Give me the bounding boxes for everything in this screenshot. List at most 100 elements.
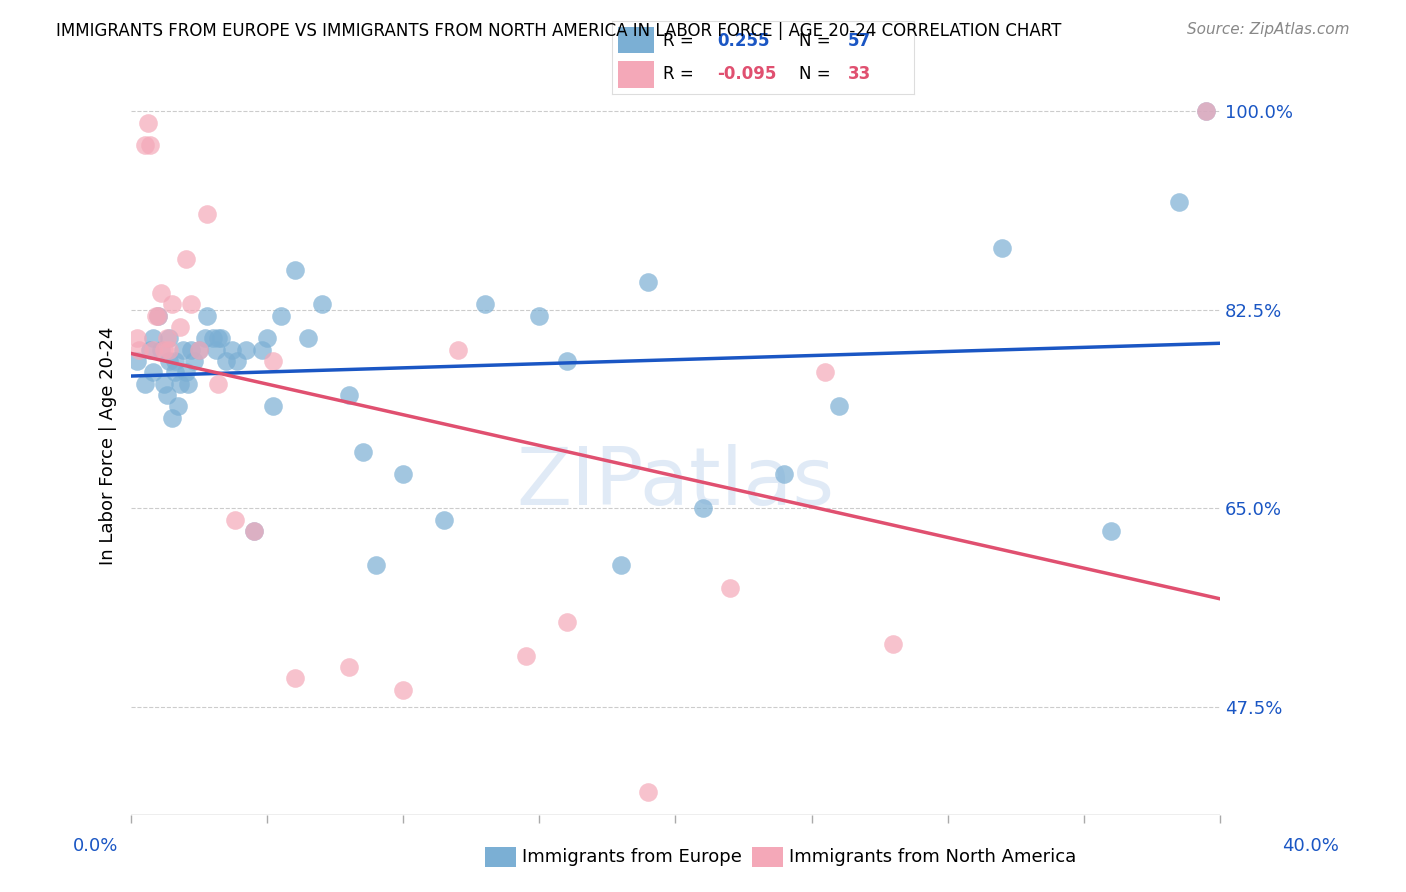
Point bbox=[882, 637, 904, 651]
Point bbox=[174, 252, 197, 266]
Point bbox=[145, 309, 167, 323]
Text: Immigrants from Europe: Immigrants from Europe bbox=[522, 848, 741, 866]
Point bbox=[555, 615, 578, 629]
Point bbox=[142, 331, 165, 345]
Point bbox=[337, 388, 360, 402]
Point bbox=[153, 376, 176, 391]
Point bbox=[160, 297, 183, 311]
Text: Immigrants from North America: Immigrants from North America bbox=[789, 848, 1076, 866]
Point bbox=[250, 343, 273, 357]
Point bbox=[156, 388, 179, 402]
Text: R =: R = bbox=[664, 64, 699, 83]
Point bbox=[197, 206, 219, 220]
Point bbox=[136, 116, 159, 130]
Text: 0.255: 0.255 bbox=[717, 31, 770, 50]
Point bbox=[134, 376, 156, 391]
Point bbox=[166, 400, 188, 414]
Point bbox=[242, 524, 264, 538]
Point bbox=[134, 138, 156, 153]
Point bbox=[297, 331, 319, 345]
Point bbox=[201, 331, 224, 345]
Text: 40.0%: 40.0% bbox=[1282, 837, 1339, 855]
Point bbox=[157, 354, 180, 368]
Point bbox=[637, 785, 659, 799]
Point bbox=[207, 331, 229, 345]
Point bbox=[311, 297, 333, 311]
Point bbox=[180, 343, 202, 357]
Point bbox=[150, 343, 173, 357]
Point bbox=[125, 331, 148, 345]
Point bbox=[194, 331, 217, 345]
Point bbox=[828, 400, 851, 414]
Point bbox=[125, 354, 148, 368]
Point bbox=[610, 558, 633, 572]
Point bbox=[172, 343, 194, 357]
Point bbox=[209, 331, 232, 345]
Point bbox=[637, 275, 659, 289]
Point bbox=[692, 501, 714, 516]
Point bbox=[773, 467, 796, 482]
Point bbox=[183, 354, 205, 368]
Point bbox=[221, 343, 243, 357]
Point bbox=[197, 309, 219, 323]
Point bbox=[163, 354, 186, 368]
Point bbox=[150, 285, 173, 300]
Point bbox=[392, 467, 415, 482]
Point bbox=[128, 343, 150, 357]
Text: -0.095: -0.095 bbox=[717, 64, 776, 83]
Point bbox=[1195, 104, 1218, 119]
Point bbox=[1195, 104, 1218, 119]
Text: ZIPatlas: ZIPatlas bbox=[516, 444, 835, 522]
Text: Source: ZipAtlas.com: Source: ZipAtlas.com bbox=[1187, 22, 1350, 37]
Point bbox=[474, 297, 496, 311]
Point bbox=[148, 309, 170, 323]
Point bbox=[352, 444, 374, 458]
Point bbox=[718, 581, 741, 595]
Point bbox=[1099, 524, 1122, 538]
Point bbox=[392, 682, 415, 697]
Point bbox=[204, 343, 226, 357]
Point bbox=[148, 309, 170, 323]
Point bbox=[215, 354, 238, 368]
Point bbox=[814, 365, 837, 379]
Text: R =: R = bbox=[664, 31, 699, 50]
Point bbox=[262, 354, 284, 368]
Point bbox=[226, 354, 249, 368]
Point bbox=[366, 558, 388, 572]
Point bbox=[270, 309, 292, 323]
Point bbox=[139, 138, 162, 153]
Text: IMMIGRANTS FROM EUROPE VS IMMIGRANTS FROM NORTH AMERICA IN LABOR FORCE | AGE 20-: IMMIGRANTS FROM EUROPE VS IMMIGRANTS FRO… bbox=[56, 22, 1062, 40]
Y-axis label: In Labor Force | Age 20-24: In Labor Force | Age 20-24 bbox=[100, 326, 117, 566]
Point bbox=[224, 513, 246, 527]
Point bbox=[160, 410, 183, 425]
Point bbox=[163, 365, 186, 379]
FancyBboxPatch shape bbox=[617, 27, 654, 54]
Point bbox=[169, 376, 191, 391]
Point bbox=[180, 297, 202, 311]
Point bbox=[188, 343, 211, 357]
Point bbox=[337, 660, 360, 674]
Point bbox=[447, 343, 470, 357]
Point bbox=[169, 320, 191, 334]
Point bbox=[283, 263, 305, 277]
Point bbox=[207, 376, 229, 391]
Point bbox=[188, 343, 211, 357]
Point bbox=[283, 672, 305, 686]
Text: 0.0%: 0.0% bbox=[73, 837, 118, 855]
Point bbox=[235, 343, 257, 357]
Point bbox=[1167, 195, 1189, 210]
Point bbox=[157, 331, 180, 345]
Text: N =: N = bbox=[799, 31, 837, 50]
Point bbox=[139, 343, 162, 357]
Point bbox=[529, 309, 551, 323]
Text: N =: N = bbox=[799, 64, 837, 83]
Point bbox=[157, 343, 180, 357]
Point bbox=[555, 354, 578, 368]
Point bbox=[262, 400, 284, 414]
FancyBboxPatch shape bbox=[617, 62, 654, 87]
Point bbox=[177, 376, 200, 391]
Text: 57: 57 bbox=[848, 31, 870, 50]
Point bbox=[991, 241, 1014, 255]
Point bbox=[515, 648, 537, 663]
Point bbox=[156, 331, 179, 345]
